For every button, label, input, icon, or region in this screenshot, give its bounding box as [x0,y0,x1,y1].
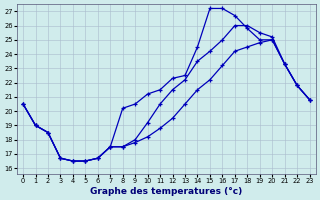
X-axis label: Graphe des temperatures (°c): Graphe des temperatures (°c) [90,187,243,196]
